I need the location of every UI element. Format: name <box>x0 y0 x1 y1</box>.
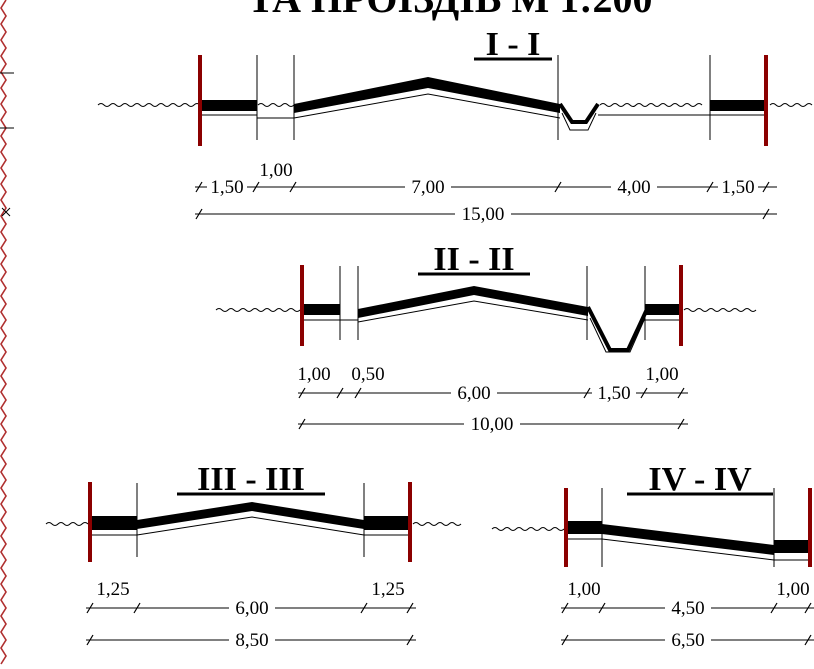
section-2-title: II - II <box>433 241 514 278</box>
section-3-dim-1: 6,00 <box>235 598 268 619</box>
section-3-dim-total: 8,50 <box>235 630 268 651</box>
section-2-dim-1: 6,00 <box>457 383 490 404</box>
section-4-dim-1: 4,50 <box>671 598 704 619</box>
section-2-dim-2: 1,50 <box>597 383 630 404</box>
section-1-title: I - I <box>486 26 541 63</box>
section-1-dim-small: 1,00 <box>259 160 292 181</box>
section-1-dim-4: 1,50 <box>721 177 754 198</box>
drawing-heading: ТА ПРОЇЗДІВ М 1:200 <box>247 0 652 21</box>
section-2-dim-small-1: 1,00 <box>297 364 330 385</box>
section-2-dim-small-3: 1,00 <box>645 364 678 385</box>
section-1: I - I 1,50 1,00 7, <box>97 26 813 225</box>
section-4-dim-total: 6,50 <box>671 630 704 651</box>
section-3-title: III - III <box>197 461 305 498</box>
section-1-dim-2: 7,00 <box>411 177 444 198</box>
frame-zigzag <box>0 0 7 665</box>
section-4-dim-small-1: 1,00 <box>567 579 600 600</box>
section-3-dim-small-2: 1,25 <box>371 579 404 600</box>
section-2-dim-total: 10,00 <box>471 414 514 435</box>
section-4-dim-small-2: 1,00 <box>776 579 809 600</box>
section-3-dim-small-1: 1,25 <box>96 579 129 600</box>
section-1-dim-1: 1,50 <box>210 177 243 198</box>
section-2: II - II 1,00 0,50 1,00 6,00 1,50 10,00 <box>215 241 757 435</box>
section-4: IV - IV 1,00 1,00 4,50 6,50 <box>491 461 814 651</box>
section-1-dim-total: 15,00 <box>462 204 505 225</box>
section-3: III - III 1,25 1,25 6,00 8,50 <box>45 461 462 651</box>
section-2-dim-small-2: 0,50 <box>351 364 384 385</box>
section-4-title: IV - IV <box>648 461 752 498</box>
section-1-dim-3: 4,00 <box>617 177 650 198</box>
